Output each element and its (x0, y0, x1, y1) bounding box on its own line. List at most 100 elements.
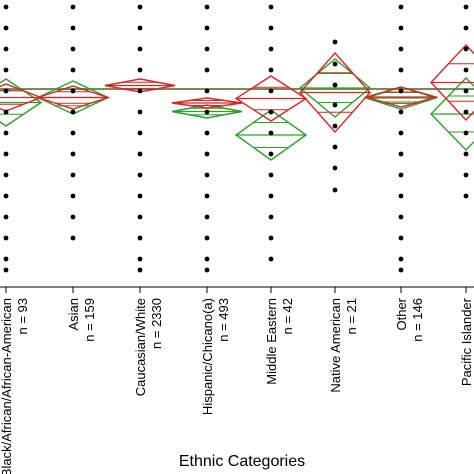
red-diamond-1-outline (35, 85, 111, 110)
green-diamond-4 (234, 109, 308, 161)
data-point-0-13 (3, 267, 9, 273)
data-point-4-5 (268, 109, 274, 115)
data-point-2-4 (137, 88, 143, 94)
green-diamond-4-outline (234, 109, 308, 161)
data-point-3-4 (204, 88, 210, 94)
data-point-3-13 (204, 267, 210, 273)
data-point-2-11 (137, 235, 143, 241)
data-point-6-5 (398, 109, 404, 115)
red-diamond-6-outline (363, 86, 439, 108)
green-diamond-0-outline (0, 78, 43, 127)
data-point-4-2 (268, 46, 274, 52)
data-point-7-5 (463, 109, 469, 115)
data-point-7-8 (463, 172, 469, 178)
data-point-7-4 (463, 88, 469, 94)
data-point-5-2 (332, 82, 338, 88)
data-point-6-4 (398, 88, 404, 94)
data-point-2-1 (137, 25, 143, 31)
data-point-1-4 (70, 88, 76, 94)
data-point-6-10 (398, 214, 404, 220)
data-point-7-2 (463, 46, 469, 52)
n-label-3: n = 493 (216, 298, 231, 342)
green-diamond-3-outline (171, 104, 243, 119)
data-point-6-13 (398, 267, 404, 273)
data-point-1-1 (70, 25, 76, 31)
data-point-2-10 (137, 214, 143, 220)
data-point-5-0 (332, 39, 338, 45)
data-point-4-10 (268, 214, 274, 220)
data-point-0-7 (3, 151, 9, 157)
x-axis-ticks (5, 287, 467, 293)
data-point-3-11 (204, 235, 210, 241)
data-point-1-5 (70, 109, 76, 115)
n-label-5: n = 21 (344, 298, 359, 335)
green-diamond-0 (0, 78, 43, 127)
data-point-0-12 (3, 256, 9, 262)
data-point-2-6 (137, 130, 143, 136)
data-point-7-0 (463, 4, 469, 10)
data-point-7-9 (463, 193, 469, 199)
data-point-3-10 (204, 214, 210, 220)
data-point-1-8 (70, 172, 76, 178)
data-point-6-0 (398, 4, 404, 10)
data-point-1-9 (70, 193, 76, 199)
tick-label-6: Other (394, 297, 409, 330)
n-label-6: n = 146 (410, 298, 425, 342)
data-point-1-6 (70, 130, 76, 136)
green-diamond-5 (298, 58, 372, 118)
red-diamond-7 (430, 43, 474, 122)
data-point-2-3 (137, 67, 143, 73)
data-point-5-4 (332, 123, 338, 129)
data-point-5-7 (332, 187, 338, 193)
red-diamond-3 (171, 97, 243, 109)
plot-area (0, 4, 474, 273)
red-diamond-5 (299, 51, 371, 134)
data-point-4-7 (268, 151, 274, 157)
data-point-4-1 (268, 25, 274, 31)
data-point-0-3 (3, 67, 9, 73)
data-point-0-6 (3, 130, 9, 136)
data-point-6-6 (398, 130, 404, 136)
data-point-7-1 (463, 25, 469, 31)
data-point-0-5 (3, 109, 9, 115)
data-point-6-9 (398, 193, 404, 199)
data-point-6-12 (398, 256, 404, 262)
data-point-2-13 (137, 267, 143, 273)
data-point-5-5 (332, 144, 338, 150)
data-point-7-7 (463, 151, 469, 157)
tick-label-0: Black/African/African-American (0, 298, 14, 474)
data-point-7-6 (463, 130, 469, 136)
n-label-4: n = 42 (280, 298, 295, 335)
data-point-5-1 (332, 61, 338, 67)
data-point-6-7 (398, 151, 404, 157)
data-point-3-5 (204, 109, 210, 115)
data-point-1-3 (70, 67, 76, 73)
tick-label-5: Native American (328, 298, 343, 393)
data-point-7-3 (463, 67, 469, 73)
data-point-3-12 (204, 256, 210, 262)
data-point-1-7 (70, 151, 76, 157)
n-label-2: n = 2330 (149, 298, 164, 349)
data-point-2-5 (137, 109, 143, 115)
data-point-6-8 (398, 172, 404, 178)
data-point-6-11 (398, 235, 404, 241)
tick-label-4: Middle Eastern (264, 298, 279, 385)
tick-label-2: Caucasian/White (133, 298, 148, 396)
data-point-2-12 (137, 256, 143, 262)
data-point-5-3 (332, 102, 338, 108)
red-diamond-7-outline (430, 43, 474, 122)
red-diamond-4-outline (234, 75, 308, 122)
data-point-3-9 (204, 193, 210, 199)
data-point-3-6 (204, 130, 210, 136)
data-point-3-2 (204, 46, 210, 52)
n-label-0: n = 93 (15, 298, 30, 335)
data-point-0-4 (3, 88, 9, 94)
data-point-0-2 (3, 46, 9, 52)
data-point-4-3 (268, 67, 274, 73)
x-axis-tick-labels: Black/African/African-American n = 93 Asia… (0, 297, 474, 474)
red-diamond-3-outline (171, 97, 243, 109)
data-point-0-11 (3, 235, 9, 241)
data-point-1-2 (70, 46, 76, 52)
data-point-4-12 (268, 256, 274, 262)
